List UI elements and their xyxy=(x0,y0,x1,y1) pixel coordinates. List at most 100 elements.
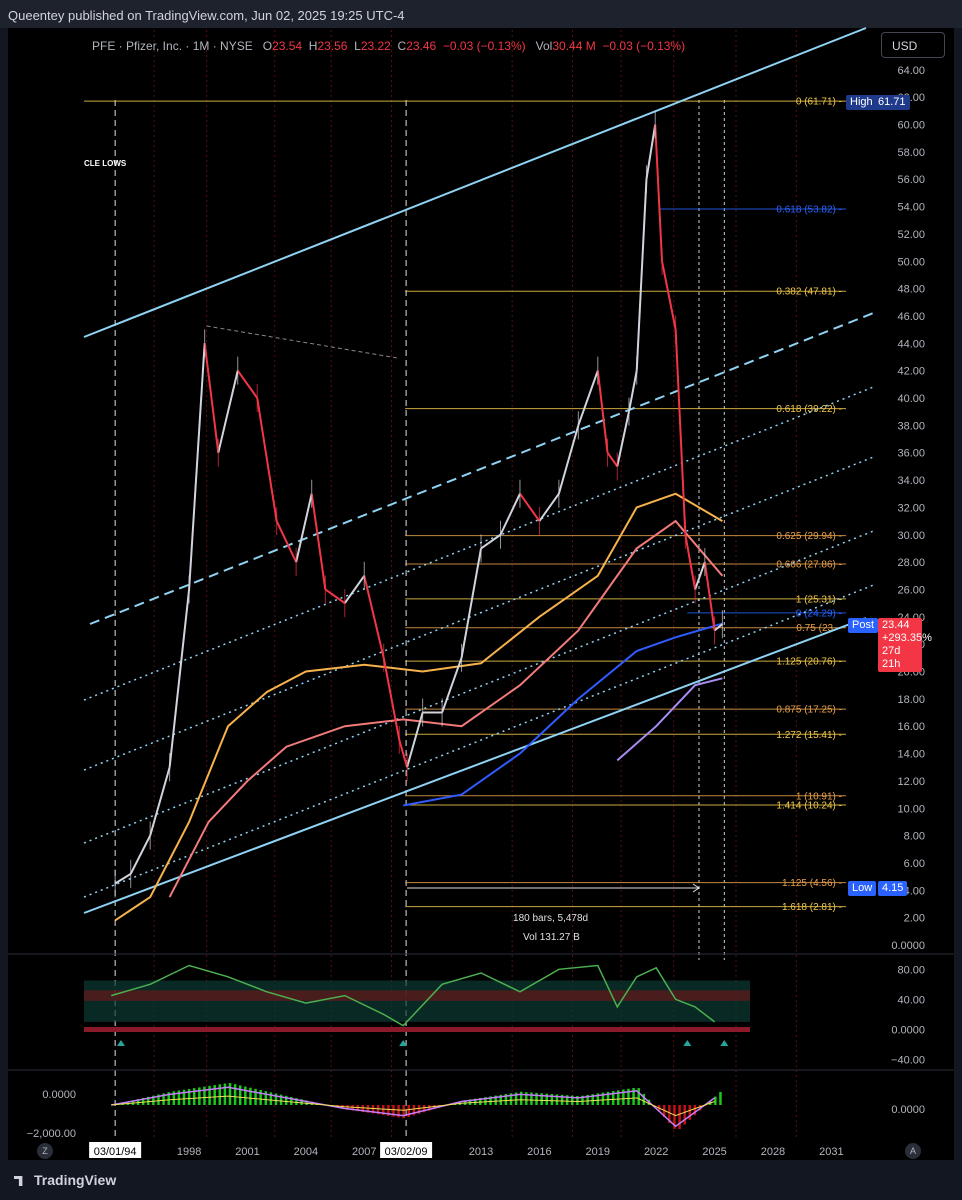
change-value: −0.03 (−0.13%) xyxy=(442,39,526,53)
oscillator-pane: 80.00 40.00 0.0000 −40.00 xyxy=(8,953,954,1071)
channel-line-2 xyxy=(89,311,877,625)
trend-line-dashed xyxy=(206,325,398,359)
price-segment xyxy=(398,739,409,768)
macd-histogram-bar xyxy=(519,1091,523,1105)
moving-average-line xyxy=(616,677,723,762)
currency-button[interactable]: USD xyxy=(881,32,945,58)
volume-value: 30.44 M xyxy=(552,39,596,53)
macd-histogram-bar xyxy=(719,1091,722,1105)
symbol-label[interactable]: PFE · Pfizer, Inc. · 1M · NYSE xyxy=(92,39,253,53)
oscillator-strip xyxy=(84,1027,750,1032)
price-segment xyxy=(703,561,716,631)
macd-histogram-bar xyxy=(509,1093,513,1105)
macd-histogram-bar xyxy=(300,1099,303,1105)
macd-histogram-bar xyxy=(606,1091,610,1105)
time-axis: 1998 2001 2004 2007 2013 2016 2019 2022 2025 2028… xyxy=(89,1142,844,1158)
price-segment xyxy=(684,534,697,590)
macd-histogram-bar xyxy=(290,1096,293,1105)
price-tick-label: 8.00 xyxy=(904,831,925,843)
price-tick-label: 60.00 xyxy=(897,120,925,132)
time-tick-label: 2025 xyxy=(702,1146,726,1158)
fib-level-label: 1.125 (4.56) - xyxy=(782,878,842,889)
price-series xyxy=(114,110,723,898)
price-tick-label: 46.00 xyxy=(897,311,925,323)
price-segment xyxy=(654,124,664,262)
price-tick-label: 54.00 xyxy=(897,202,925,214)
price-tick-label: 6.00 xyxy=(904,858,925,870)
price-segment xyxy=(674,329,687,535)
macd-left-tick: 0.0000 xyxy=(42,1089,76,1101)
macd-histogram-bar xyxy=(473,1098,477,1105)
fib-level-label: 1.618 (2.81) - xyxy=(782,902,842,913)
price-segment xyxy=(363,575,385,659)
price-segment xyxy=(114,873,132,885)
measure-vol-label: Vol 131.27 B xyxy=(523,932,580,943)
buy-signal-icon xyxy=(399,1040,408,1046)
buy-signal-icon xyxy=(683,1040,692,1046)
fib-level-label: 0 (24.29) - xyxy=(796,608,842,619)
countdown-badge: 27d 21h xyxy=(878,644,922,672)
price-tick-label: 64.00 xyxy=(897,65,925,77)
macd-histogram-bar xyxy=(565,1095,569,1105)
channel-line-1 xyxy=(83,617,867,914)
zoom-icon[interactable]: Z xyxy=(37,1143,53,1159)
macd-histogram-bar xyxy=(233,1084,237,1105)
high-badge-value: 61.71 xyxy=(874,95,910,110)
tradingview-logo[interactable]: TradingView xyxy=(14,1172,116,1188)
macd-histogram-bar xyxy=(284,1095,288,1105)
fib-levels: 0 (61.71) - 0.618 (53.82) - 0.382 (47.81) … xyxy=(84,97,846,913)
price-segment xyxy=(596,370,609,453)
macd-histogram-bar xyxy=(433,1105,436,1110)
macd-histogram-bar xyxy=(259,1089,262,1105)
macd-histogram-bar xyxy=(269,1092,273,1105)
price-tick-label: 50.00 xyxy=(897,256,925,268)
moving-average-line xyxy=(403,622,723,807)
macd-histogram-bar xyxy=(632,1087,635,1105)
channel-line-5 xyxy=(83,529,877,844)
macd-histogram-bar xyxy=(540,1093,543,1105)
price-segment xyxy=(480,533,502,550)
macd-pane: 0.0000 −2,000.00 0.0000 xyxy=(27,1083,925,1140)
price-axis: 64.0062.0060.0058.0056.0054.0052.0050.00… xyxy=(891,65,925,952)
macd-histogram-bar xyxy=(392,1105,395,1117)
price-tick-label: 12.00 xyxy=(897,776,925,788)
price-segment xyxy=(557,425,580,494)
price-tick-label: 40.00 xyxy=(897,393,925,405)
macd-histogram-bar xyxy=(662,1105,666,1118)
channel-line-0 xyxy=(83,27,867,338)
price-segment xyxy=(713,623,723,632)
macd-histogram-bar xyxy=(279,1094,283,1105)
ohlc-legend: PFE · Pfizer, Inc. · 1M · NYSE O23.54 H2… xyxy=(92,39,685,53)
oscillator-band xyxy=(84,990,750,1001)
macd-histogram-bar xyxy=(295,1098,298,1105)
close-value: 23.46 xyxy=(406,39,437,53)
fib-level-label: 1 (10.91) - xyxy=(796,791,842,802)
macd-histogram-bar xyxy=(172,1091,176,1105)
price-segment xyxy=(616,411,630,467)
macd-histogram-bar xyxy=(673,1105,676,1129)
macd-histogram-bar xyxy=(147,1096,150,1105)
fib-level-label: 0.382 (47.81) - xyxy=(776,287,842,298)
macd-histogram-bar xyxy=(366,1105,370,1113)
measure-bars-label: 180 bars, 5,478d xyxy=(513,913,588,924)
macd-histogram-bar xyxy=(152,1095,155,1105)
price-tick-label: 56.00 xyxy=(897,174,925,186)
auto-scale-icon[interactable]: A xyxy=(905,1143,921,1159)
price-segment xyxy=(217,370,239,453)
fib-level-label: 0.666 (27.86) - xyxy=(776,560,842,571)
moving-average-line xyxy=(168,519,724,898)
macd-histogram-bar xyxy=(157,1094,160,1105)
fib-level-label: 1.125 (20.76) - xyxy=(776,657,842,668)
price-segment xyxy=(694,561,706,590)
time-marker-box xyxy=(89,1142,142,1158)
signal-line xyxy=(111,1095,715,1117)
fib-level-label: 0.75 (23. - xyxy=(796,623,842,634)
price-segment xyxy=(606,452,619,467)
price-tick-label: 48.00 xyxy=(897,284,925,296)
fib-level-label: 0.625 (29.94) - xyxy=(776,531,842,542)
macd-histogram-bar xyxy=(223,1083,227,1105)
oscillator-tick-label: 40.00 xyxy=(897,994,925,1006)
macd-histogram-bar xyxy=(254,1088,257,1105)
channel-line-3 xyxy=(83,385,877,701)
